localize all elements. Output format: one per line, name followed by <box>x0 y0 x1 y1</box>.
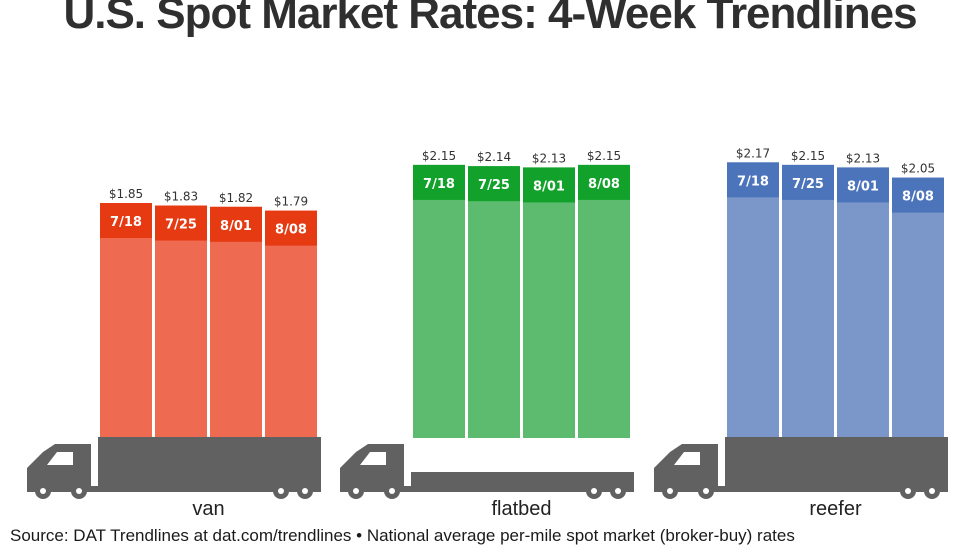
source-note: Source: DAT Trendlines at dat.com/trendl… <box>10 526 795 545</box>
bar-reefer-8/01 <box>837 167 889 438</box>
truck-reefer-icon <box>654 437 948 499</box>
value-label-van-2: $1.82 <box>219 191 253 205</box>
bar-week-band-flatbed-0 <box>413 164 465 200</box>
value-label-flatbed-1: $2.14 <box>477 150 511 164</box>
bar-group-van: 7/18 $1.85 7/25 $1.83 8/01 $1.82 8/08 $1.79 <box>100 187 317 438</box>
group-label-van: van <box>192 498 224 520</box>
value-label-reefer-0: $2.17 <box>736 146 770 160</box>
bar-week-band-van-0 <box>100 203 152 238</box>
group-label-reefer: reefer <box>809 498 862 520</box>
value-label-van-1: $1.83 <box>164 190 198 204</box>
bar-van-8/08 <box>265 210 317 438</box>
bar-reefer-7/25 <box>782 164 834 438</box>
bar-flatbed-8/01 <box>523 167 575 438</box>
bar-week-band-van-2 <box>210 206 262 242</box>
bar-flatbed-8/08 <box>578 164 630 438</box>
bar-reefer-8/08 <box>892 177 944 438</box>
week-label-reefer-1: 7/25 <box>792 177 824 192</box>
value-label-reefer-2: $2.13 <box>846 151 880 165</box>
bar-reefer-7/18 <box>727 162 779 438</box>
bar-group-flatbed: 7/18 $2.15 7/25 $2.14 8/01 $2.13 8/08 $2.15 <box>413 149 630 438</box>
chart-title: U.S. Spot Market Rates: 4-Week Trendline… <box>63 0 917 38</box>
bar-week-band-reefer-0 <box>727 162 779 198</box>
week-label-reefer-0: 7/18 <box>737 174 769 189</box>
bar-van-8/01 <box>210 206 262 438</box>
truck-van-icon <box>27 437 321 499</box>
bar-van-7/18 <box>100 203 152 438</box>
bar-flatbed-7/18 <box>413 164 465 438</box>
group-label-flatbed: flatbed <box>491 498 551 520</box>
bar-week-band-flatbed-1 <box>468 166 520 202</box>
bar-week-band-van-3 <box>265 210 317 246</box>
week-label-van-2: 8/01 <box>220 219 252 234</box>
value-label-flatbed-0: $2.15 <box>422 149 456 163</box>
value-label-van-3: $1.79 <box>274 195 308 209</box>
value-label-flatbed-3: $2.15 <box>587 149 621 163</box>
week-label-flatbed-0: 7/18 <box>423 177 455 192</box>
value-label-reefer-1: $2.15 <box>791 149 825 163</box>
truck-flatbed-icon <box>340 444 634 499</box>
week-label-reefer-2: 8/01 <box>847 179 879 194</box>
bar-group-reefer: 7/18 $2.17 7/25 $2.15 8/01 $2.13 8/08 $2.05 <box>727 146 944 438</box>
week-label-van-0: 7/18 <box>110 215 142 230</box>
bar-week-band-flatbed-3 <box>578 164 630 200</box>
value-label-flatbed-2: $2.13 <box>532 151 566 165</box>
bar-week-band-reefer-3 <box>892 177 944 213</box>
week-label-reefer-3: 8/08 <box>902 190 934 205</box>
bar-week-band-reefer-1 <box>782 164 834 200</box>
week-label-van-1: 7/25 <box>165 218 197 233</box>
week-label-flatbed-2: 8/01 <box>533 179 565 194</box>
week-label-flatbed-3: 8/08 <box>588 177 620 192</box>
value-label-van-0: $1.85 <box>109 187 143 201</box>
week-label-van-3: 8/08 <box>275 223 307 238</box>
bar-week-band-reefer-2 <box>837 167 889 203</box>
week-label-flatbed-1: 7/25 <box>478 178 510 193</box>
bar-week-band-flatbed-2 <box>523 167 575 203</box>
bar-flatbed-7/25 <box>468 166 520 438</box>
bar-week-band-van-1 <box>155 205 207 241</box>
value-label-reefer-3: $2.05 <box>901 162 935 176</box>
bar-van-7/25 <box>155 205 207 438</box>
